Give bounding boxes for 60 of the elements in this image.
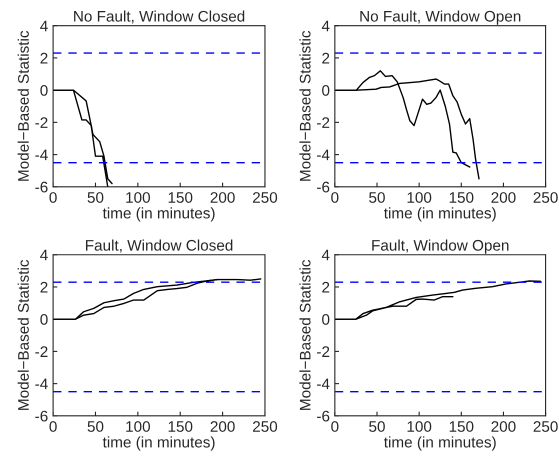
- x-tick-label: 150: [168, 192, 192, 203]
- x-tick-label: 250: [534, 192, 558, 203]
- y-tick-label: -4: [317, 378, 330, 390]
- y-tick-label: -2: [317, 346, 330, 357]
- x-tick-label: 50: [88, 421, 104, 432]
- y-tick-label: -4: [35, 150, 48, 160]
- x-tick-label: 100: [408, 421, 432, 432]
- y-tick-label: -6: [317, 410, 330, 422]
- y-tick-label: 0: [322, 85, 330, 96]
- x-tick-label: 250: [534, 421, 558, 432]
- y-tick-label: -6: [35, 410, 48, 422]
- x-axis-title: time (in minutes): [102, 207, 215, 222]
- x-tick-label: 0: [49, 421, 57, 432]
- y-tick-label: 2: [40, 52, 48, 64]
- y-tick-label: 0: [322, 314, 330, 325]
- chart-title: No Fault, Window Open: [360, 10, 520, 25]
- x-tick-label: 0: [49, 192, 57, 203]
- y-axis-title: Model−Based Statistic: [299, 30, 311, 181]
- x-tick-label: 250: [252, 192, 278, 203]
- x-tick-label: 200: [491, 192, 516, 203]
- y-tick-label: 0: [40, 85, 48, 96]
- x-tick-label: 150: [450, 192, 474, 203]
- x-tick-label: 250: [252, 421, 278, 432]
- y-tick-label: 4: [40, 20, 48, 32]
- x-tick-label: 0: [331, 192, 338, 203]
- chart-title: Fault, Window Closed: [86, 240, 232, 253]
- x-tick-label: 150: [450, 421, 474, 432]
- y-tick-label: -2: [317, 117, 330, 128]
- x-tick-label: 100: [126, 421, 150, 432]
- y-tick-label: 4: [322, 20, 330, 32]
- x-tick-label: 150: [168, 421, 192, 432]
- x-tick-label: 50: [369, 421, 385, 432]
- y-tick-label: -2: [35, 117, 48, 128]
- y-tick-label: -2: [35, 346, 48, 357]
- y-axis-title: Model−Based Statistic: [18, 30, 29, 181]
- x-axis-title: time (in minutes): [102, 436, 215, 451]
- x-tick-label: 200: [210, 421, 235, 432]
- chart-title: No Fault, Window Closed: [74, 10, 244, 24]
- x-tick-label: 100: [126, 192, 150, 203]
- y-tick-label: 4: [322, 250, 330, 260]
- x-tick-label: 100: [408, 192, 432, 203]
- x-axis-title: time (in minutes): [384, 436, 496, 451]
- y-axis-title: Model−Based Statistic: [299, 260, 311, 410]
- x-tick-label: 0: [331, 421, 338, 432]
- x-tick-label: 50: [88, 192, 104, 203]
- x-tick-label: 200: [210, 192, 235, 203]
- x-axis-title: time (in minutes): [384, 207, 496, 222]
- y-tick-label: 2: [322, 282, 330, 293]
- y-tick-label: -6: [317, 182, 330, 192]
- y-tick-label: -4: [317, 150, 330, 160]
- y-axis-title: Model−Based Statistic: [18, 260, 29, 410]
- y-tick-label: 2: [40, 282, 48, 293]
- y-tick-label: 0: [40, 314, 48, 325]
- y-tick-label: -6: [35, 182, 48, 192]
- y-tick-label: 4: [40, 250, 48, 260]
- x-tick-label: 50: [369, 192, 385, 203]
- chart-title: Fault, Window Open: [372, 240, 508, 254]
- y-tick-label: 2: [322, 52, 330, 64]
- y-tick-label: -4: [35, 378, 48, 390]
- x-tick-label: 200: [491, 421, 516, 432]
